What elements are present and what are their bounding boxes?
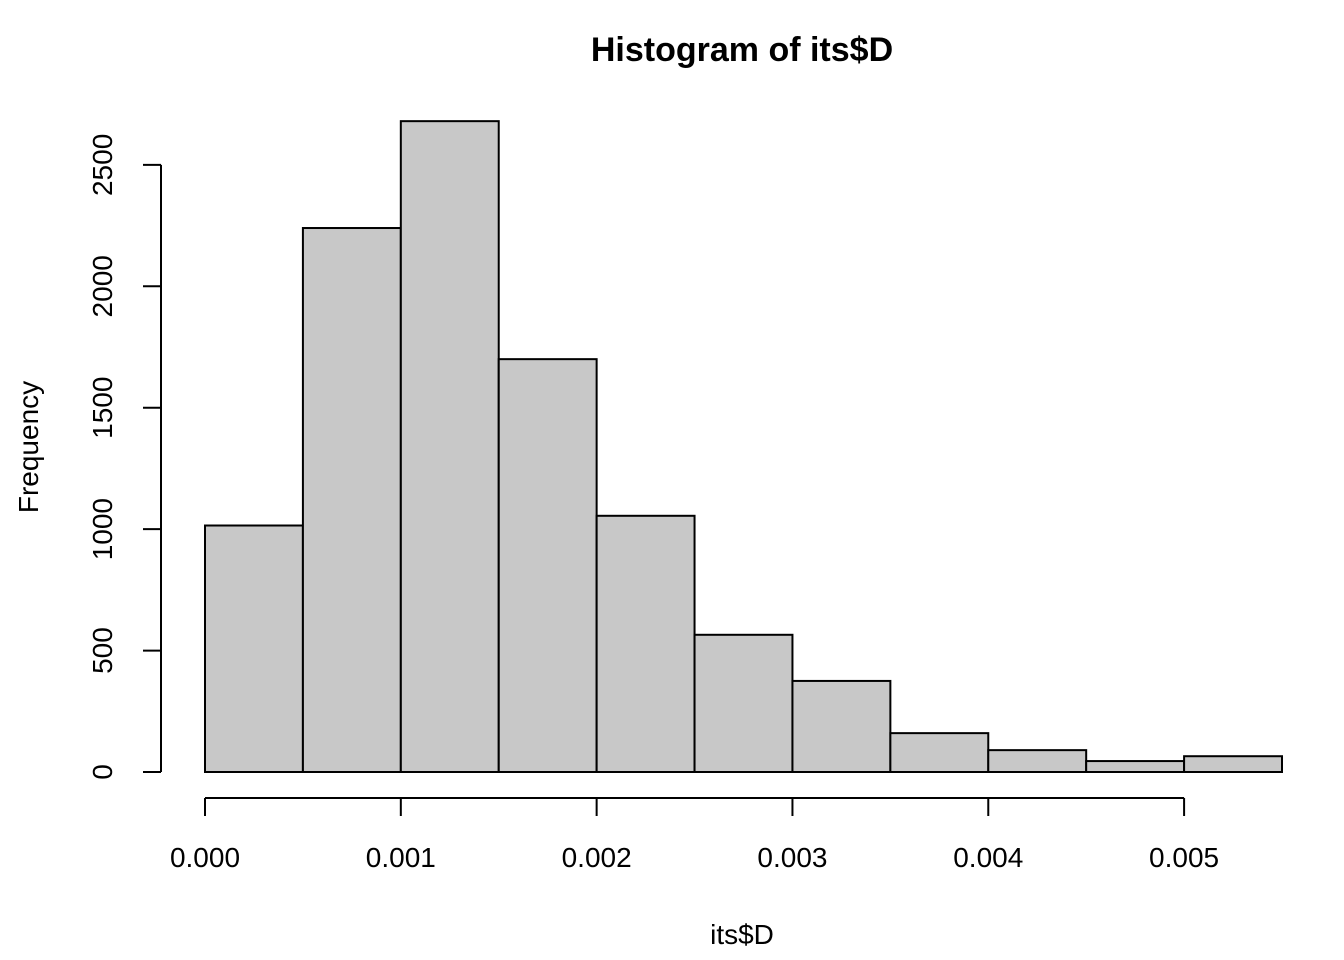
y-axis-label: Frequency bbox=[13, 381, 44, 513]
histogram-bar bbox=[301, 227, 402, 774]
y-tick-label: 2500 bbox=[87, 134, 118, 196]
x-tick-label: 0.004 bbox=[953, 842, 1023, 873]
histogram-bar bbox=[791, 679, 892, 774]
y-tick-label: 500 bbox=[87, 627, 118, 674]
bars-group bbox=[204, 120, 1284, 774]
histogram-bar bbox=[399, 120, 500, 774]
histogram-bar bbox=[987, 749, 1088, 773]
histogram-bar bbox=[497, 358, 598, 773]
y-axis: 0 500 1000 1500 2000 2500 bbox=[87, 134, 162, 780]
histogram-bar bbox=[595, 514, 696, 774]
histogram-bar bbox=[693, 633, 794, 773]
y-tick-label: 1500 bbox=[87, 377, 118, 439]
y-tick-label: 0 bbox=[87, 764, 118, 780]
x-axis-label: its$D bbox=[710, 919, 774, 950]
histogram-bar bbox=[889, 732, 990, 773]
chart-title: Histogram of its$D bbox=[591, 31, 893, 69]
y-tick-label: 1000 bbox=[87, 498, 118, 560]
x-tick-label: 0.000 bbox=[170, 842, 240, 873]
x-tick-label: 0.003 bbox=[757, 842, 827, 873]
histogram-bar bbox=[1183, 755, 1284, 773]
x-tick-label: 0.005 bbox=[1149, 842, 1219, 873]
x-axis: 0.000 0.001 0.002 0.003 0.004 0.005 bbox=[170, 797, 1219, 873]
x-tick-label: 0.001 bbox=[366, 842, 436, 873]
histogram-bar bbox=[204, 524, 304, 774]
histogram-bar bbox=[1085, 760, 1186, 774]
y-tick-label: 2000 bbox=[87, 255, 118, 317]
x-tick-label: 0.002 bbox=[562, 842, 632, 873]
